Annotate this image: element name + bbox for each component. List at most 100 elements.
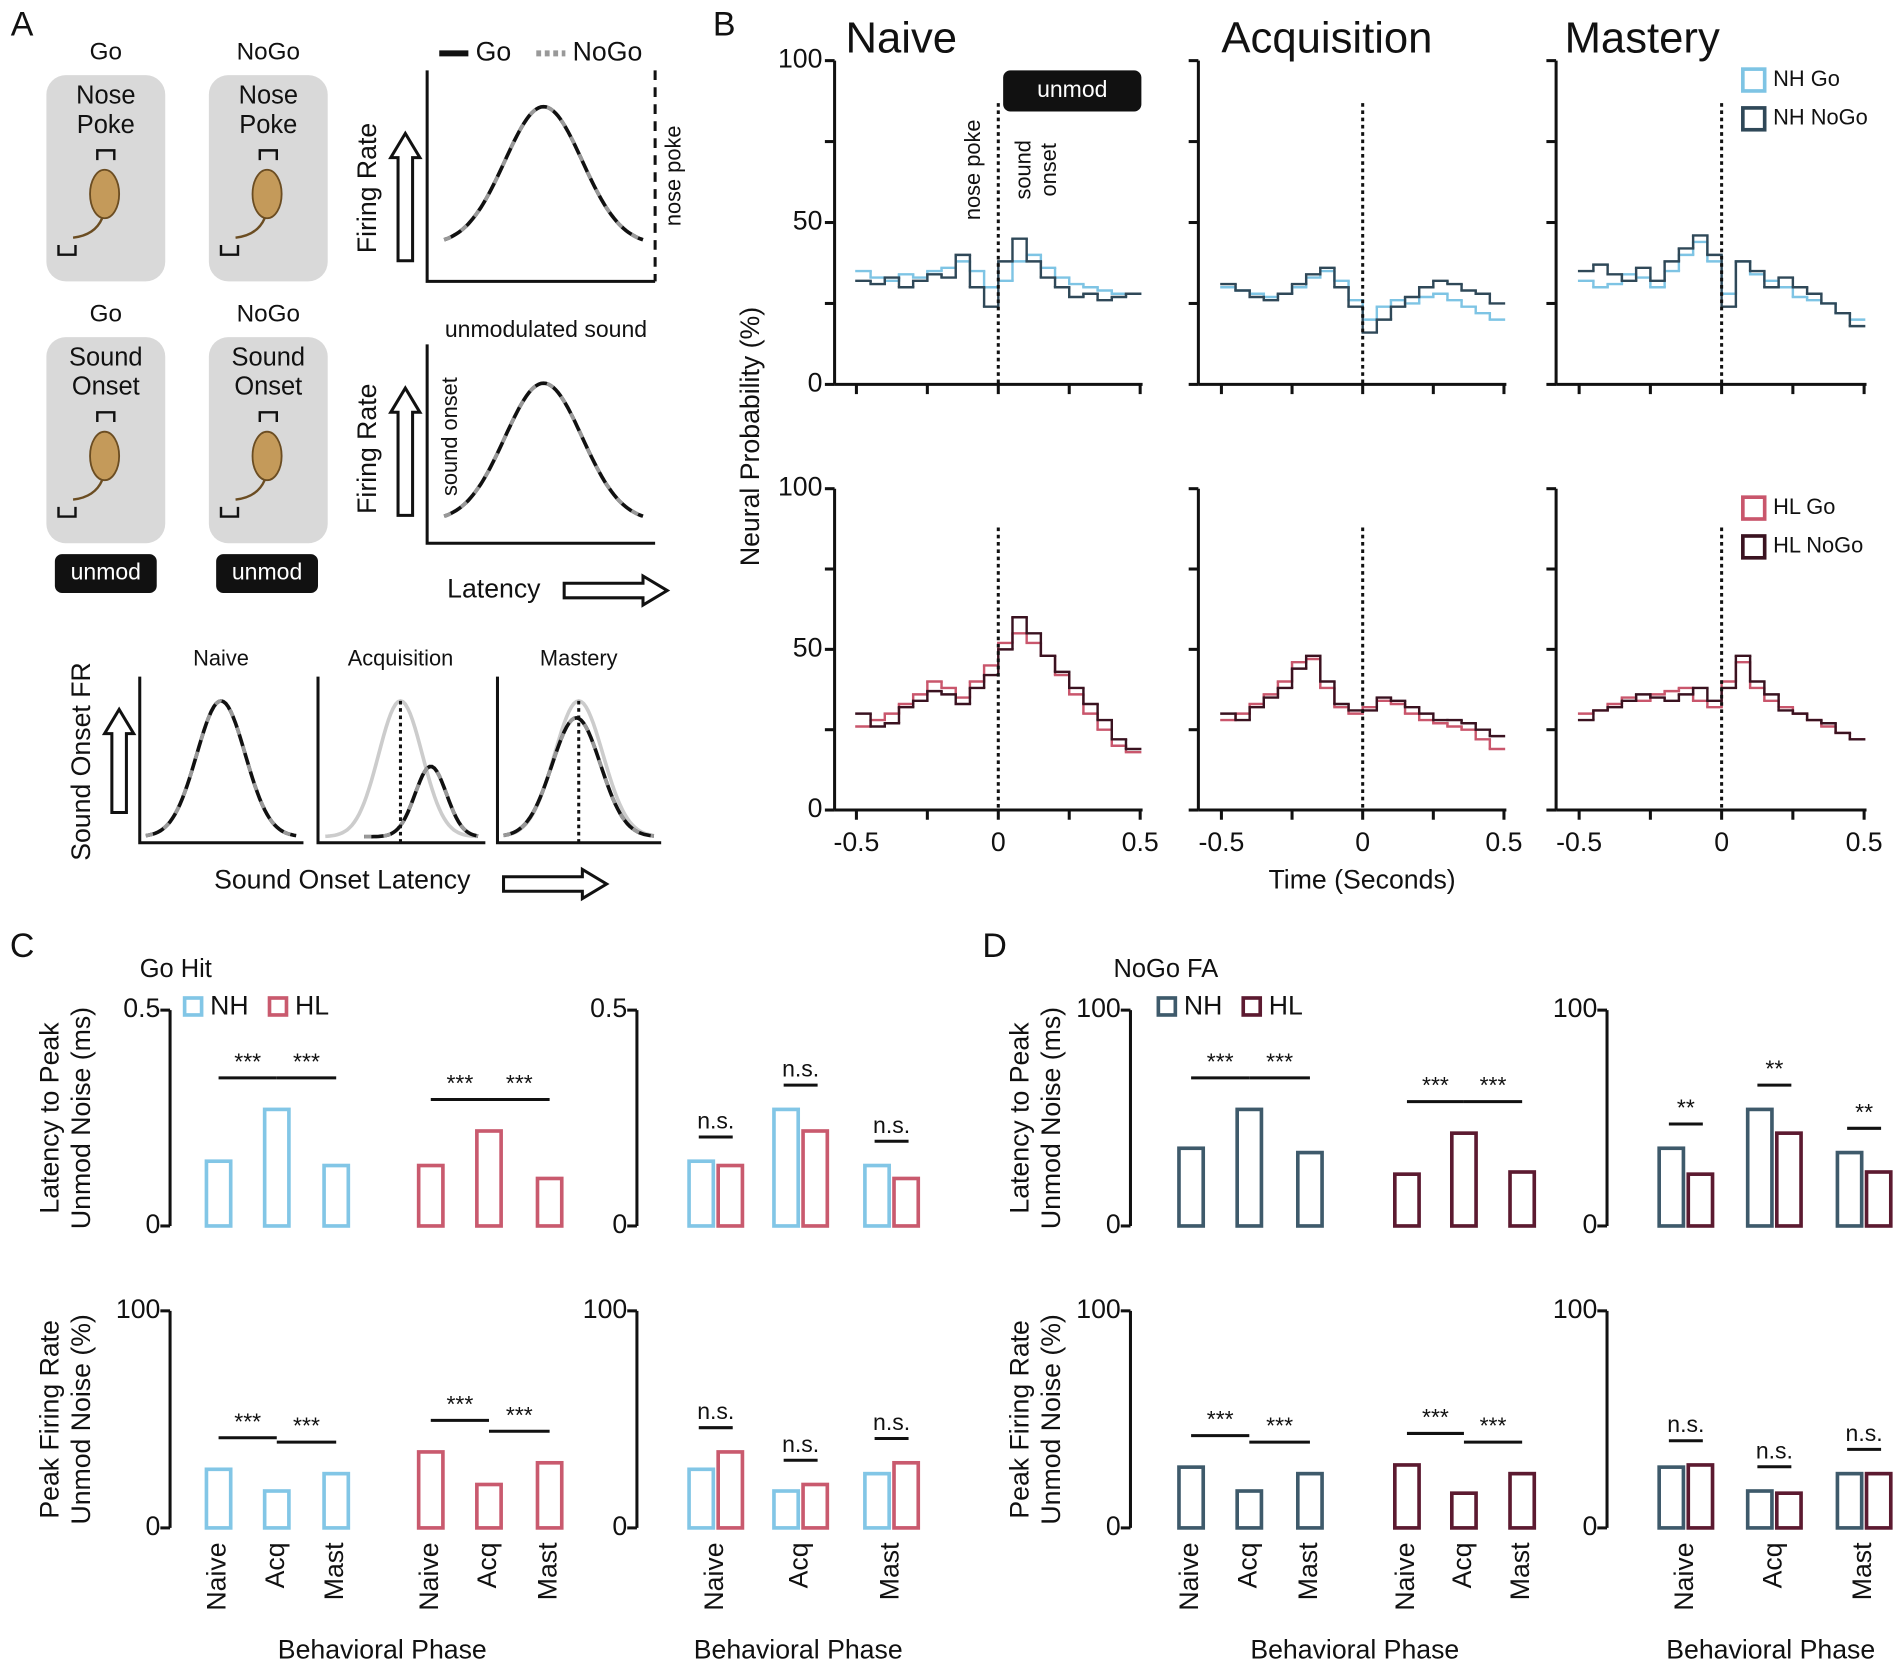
y-tick-label: 0 [1106, 1209, 1121, 1239]
bar [892, 1176, 921, 1228]
bar [262, 1489, 291, 1530]
x-tick-label: Mast [875, 1542, 905, 1600]
bar [801, 1129, 830, 1228]
bar [1657, 1146, 1686, 1228]
legend-swatch [1741, 534, 1767, 560]
x-label: Behavioral Phase [278, 1635, 487, 1665]
arrow [502, 866, 610, 902]
sig-label: *** [506, 1070, 533, 1096]
y-label: Peak Firing Rate [34, 1320, 64, 1519]
y-tick-label: 100 [1553, 1294, 1597, 1324]
port [219, 506, 240, 518]
bar [475, 1482, 503, 1530]
y-tick-label: 0 [612, 1511, 627, 1541]
chart-title: Acquisition [1221, 14, 1432, 63]
mouse-tail [235, 217, 266, 239]
cell-text: Onset [72, 373, 140, 401]
sig-label: *** [234, 1048, 261, 1074]
bar [1295, 1471, 1324, 1530]
y-tick-label: 0 [612, 1209, 627, 1239]
y-tick-label: 0 [146, 1209, 161, 1239]
x-label: Behavioral Phase [1666, 1635, 1875, 1665]
x-tick-label: 0 [991, 827, 1006, 857]
unmod-label: unmodulated sound [445, 316, 647, 342]
sig-label: n.s. [873, 1409, 910, 1435]
sig-label: n.s. [1756, 1437, 1793, 1463]
bar [687, 1159, 716, 1228]
schematic-curve [145, 698, 297, 838]
bar [204, 1467, 233, 1530]
bar [1449, 1491, 1478, 1530]
stim-label: unmod [71, 559, 141, 585]
legend-swatch [1741, 106, 1767, 132]
bar [1393, 1172, 1421, 1228]
x-tick-label: Acq [1757, 1542, 1787, 1588]
y-tick-label: 100 [1076, 1294, 1120, 1324]
bar [801, 1482, 830, 1530]
legend-text: HL [295, 991, 329, 1021]
sig-label: *** [1266, 1048, 1293, 1074]
x-tick-label: Mast [1847, 1542, 1877, 1600]
bar [535, 1460, 564, 1530]
sig-label: ** [1677, 1095, 1695, 1121]
x-tick-label: 0.5 [1846, 827, 1883, 857]
arrow [562, 573, 671, 608]
y-tick-label: 100 [116, 1294, 160, 1324]
y-tick-label: 50 [793, 632, 823, 662]
legend-text: HL NoGo [1773, 533, 1863, 558]
bar [416, 1450, 445, 1530]
x-tick-label: Mast [1505, 1542, 1535, 1600]
legend-text: HL Go [1773, 494, 1835, 519]
cell-text: Poke [239, 111, 297, 139]
y-tick-label: 0 [1583, 1511, 1598, 1541]
x-label: Time (Seconds) [1269, 865, 1456, 895]
y-label: Firing Rate [352, 123, 382, 253]
panel-label: C [10, 927, 35, 965]
y-tick-label: 100 [778, 44, 822, 74]
sig-label: n.s. [782, 1056, 819, 1082]
x-tick-label: Naive [1174, 1542, 1204, 1610]
stim-pill [1003, 70, 1142, 112]
mouse [251, 168, 283, 220]
x-label: Behavioral Phase [694, 1635, 903, 1665]
x-tick-label: -0.5 [1556, 827, 1602, 857]
sig-label: *** [1480, 1413, 1507, 1439]
arrow [388, 385, 423, 517]
stim-label: unmod [232, 559, 302, 585]
axes [425, 70, 656, 283]
sig-label: *** [1422, 1404, 1449, 1430]
sig-label: *** [1480, 1072, 1507, 1098]
phase-title: Naive [193, 645, 249, 670]
y-tick-label: 0.5 [590, 993, 627, 1023]
mouse-tail [235, 479, 266, 501]
bar [262, 1107, 291, 1228]
x-tick-label: 0 [1714, 827, 1729, 857]
cell-text: Poke [77, 111, 135, 139]
y-label: Unmod Noise (ms) [66, 1007, 96, 1229]
bar [687, 1467, 716, 1530]
bar [1657, 1465, 1686, 1530]
legend-swatch [182, 996, 204, 1017]
legend-text: NH Go [1773, 66, 1840, 91]
cell-text: Nose [239, 82, 298, 110]
mouse-tail [72, 217, 104, 239]
stim-pill [54, 554, 157, 593]
x-tick-label: Acq [784, 1542, 814, 1588]
panel-label: B [713, 6, 736, 44]
y-tick-label: 0.5 [123, 993, 160, 1023]
port [57, 244, 77, 256]
arrow [388, 130, 423, 263]
schematic-curve [364, 764, 479, 839]
sig-label: *** [506, 1402, 533, 1428]
bar [1745, 1489, 1774, 1530]
schematic-curve-dash [145, 698, 297, 838]
phase-title: Acquisition [348, 645, 453, 670]
bar [1686, 1172, 1715, 1228]
mouse-tail [72, 479, 104, 501]
sig-label: n.s. [697, 1398, 734, 1424]
panel-label: D [982, 927, 1007, 965]
y-tick-label: 100 [583, 1294, 627, 1324]
legend-text: NH [210, 991, 249, 1021]
bar [416, 1163, 445, 1228]
bar [322, 1163, 351, 1228]
